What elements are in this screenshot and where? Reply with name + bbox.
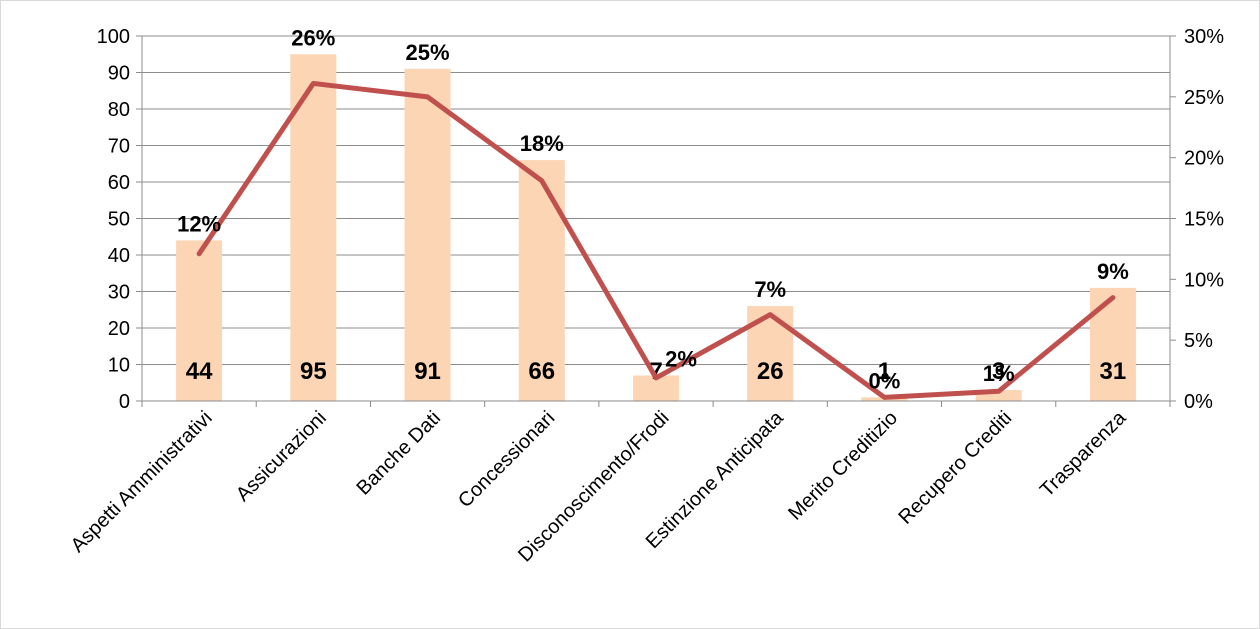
left-axis-tick-label: 40 bbox=[108, 245, 130, 267]
bar-value-label: 44 bbox=[186, 358, 213, 385]
left-axis-tick-label: 30 bbox=[108, 282, 130, 304]
bar-value-label: 3 bbox=[992, 358, 1005, 385]
percentage-label: 12% bbox=[177, 211, 221, 236]
bar-value-label: 26 bbox=[757, 358, 784, 385]
left-axis-tick-label: 50 bbox=[108, 209, 130, 231]
bar bbox=[290, 54, 337, 401]
percentage-label: 25% bbox=[406, 40, 450, 65]
bar bbox=[747, 306, 794, 401]
right-axis-tick-label: 15% bbox=[1184, 209, 1224, 231]
percentage-label: 9% bbox=[1097, 259, 1129, 284]
left-axis-tick-label: 20 bbox=[108, 318, 130, 340]
bar-value-label: 91 bbox=[414, 358, 441, 385]
percentage-label: 7% bbox=[754, 277, 786, 302]
left-axis-tick-label: 100 bbox=[97, 26, 130, 48]
right-axis-tick-label: 10% bbox=[1184, 269, 1224, 291]
percentage-label: 18% bbox=[520, 131, 564, 156]
bar bbox=[518, 160, 565, 401]
bar bbox=[975, 390, 1022, 401]
right-axis-tick-label: 0% bbox=[1184, 391, 1213, 413]
right-axis-tick-label: 25% bbox=[1184, 87, 1224, 109]
left-axis-tick-label: 90 bbox=[108, 63, 130, 85]
left-axis-tick-label: 0 bbox=[119, 391, 130, 413]
right-axis-tick-label: 30% bbox=[1184, 26, 1224, 48]
category-label: Merito Creditizio bbox=[784, 407, 902, 525]
bar bbox=[1089, 287, 1136, 401]
left-axis-tick-label: 80 bbox=[108, 99, 130, 121]
bar-value-label: 31 bbox=[1100, 358, 1127, 385]
left-axis-tick-label: 70 bbox=[108, 136, 130, 158]
bar-value-label: 66 bbox=[528, 358, 555, 385]
percentage-label: 0% bbox=[869, 368, 901, 393]
bar bbox=[176, 240, 223, 401]
percentage-label: 1% bbox=[983, 361, 1015, 386]
bar-value-label: 1 bbox=[878, 358, 891, 385]
category-label: Concessionari bbox=[454, 407, 559, 512]
bar bbox=[404, 68, 451, 401]
percentage-label: 26% bbox=[291, 25, 335, 50]
right-axis-tick-label: 20% bbox=[1184, 148, 1224, 170]
bar-value-label: 95 bbox=[300, 358, 327, 385]
left-axis-tick-label: 60 bbox=[108, 172, 130, 194]
percentage-label: 2% bbox=[665, 346, 697, 371]
percentage-line bbox=[196, 80, 1116, 400]
category-label: Trasparenza bbox=[1036, 406, 1131, 501]
category-label: Banche Dati bbox=[352, 407, 445, 500]
right-axis-tick-label: 5% bbox=[1184, 330, 1213, 352]
category-label: Aspetti Amministrativi bbox=[67, 407, 217, 557]
category-label: Recupero Crediti bbox=[895, 407, 1017, 529]
category-label: Assicurazioni bbox=[232, 407, 331, 506]
left-axis-tick-label: 10 bbox=[108, 355, 130, 377]
